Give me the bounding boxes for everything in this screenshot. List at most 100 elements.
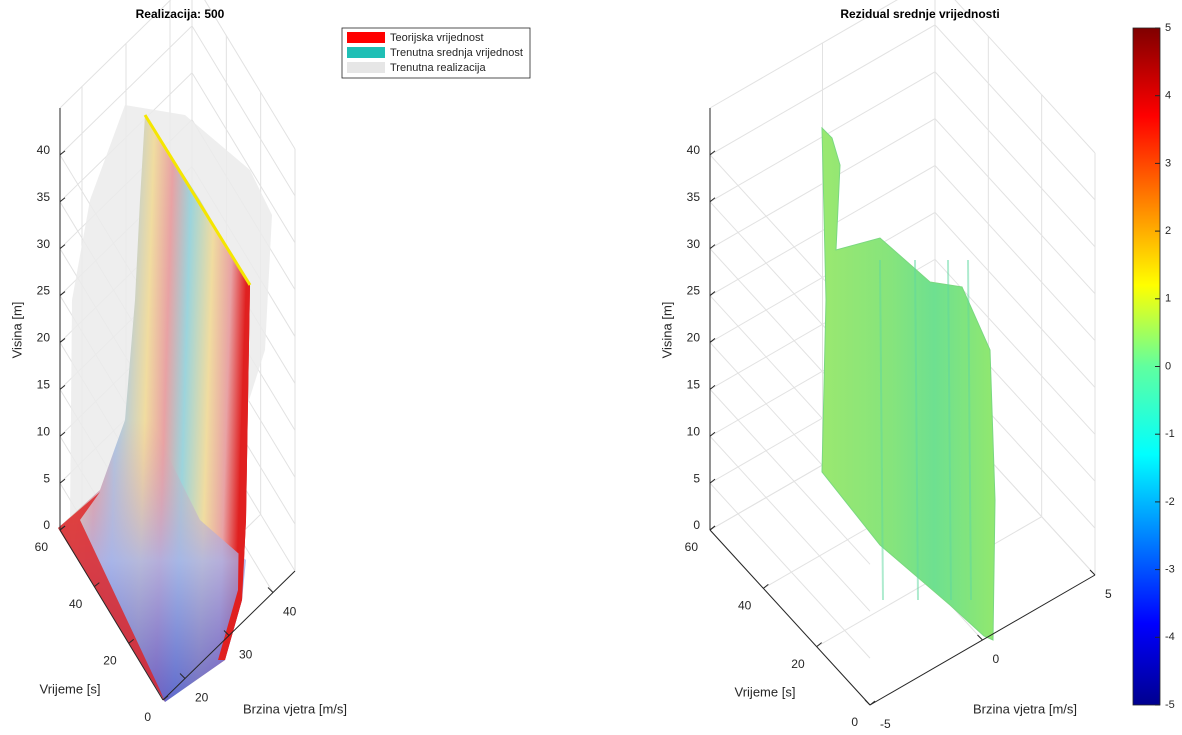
colorbar-tick-label: 4 bbox=[1165, 90, 1171, 102]
legend-swatch bbox=[347, 32, 385, 43]
x-tick bbox=[128, 638, 134, 644]
legend-label: Teorijska vrijednost bbox=[390, 32, 484, 44]
x-tick-label: 60 bbox=[685, 540, 699, 554]
z-tick-label: 5 bbox=[693, 471, 700, 485]
z-tick-label: 10 bbox=[37, 424, 51, 438]
z-tick bbox=[709, 478, 716, 484]
legend-swatch bbox=[347, 62, 385, 73]
z-tick-label: 25 bbox=[37, 284, 51, 298]
x-axis bbox=[709, 529, 871, 706]
z-tick bbox=[59, 197, 66, 203]
chart-title: Realizacija: 500 bbox=[136, 7, 225, 21]
y-tick-label: 5 bbox=[1105, 587, 1112, 601]
y-tick bbox=[864, 699, 871, 706]
colorbar-tick-label: 3 bbox=[1165, 157, 1171, 169]
colorbar-tick-label: -3 bbox=[1165, 564, 1175, 576]
y-tick-label: 0 bbox=[993, 652, 1000, 666]
colorbar-tick-label: -1 bbox=[1165, 428, 1175, 440]
x-tick-label: 60 bbox=[35, 540, 49, 554]
y-tick bbox=[1089, 569, 1096, 576]
z-tick bbox=[709, 291, 716, 296]
y-axis-label: Brzina vjetra [m/s] bbox=[243, 701, 347, 716]
z-tick-label: 20 bbox=[687, 331, 701, 345]
z-tick-label: 25 bbox=[687, 284, 701, 298]
left-plot: 0 5 10 15 20 25 30 35 40 0 20 40 60 20 30 40 Realizacija… bbox=[9, 0, 531, 724]
z-tick-label: 5 bbox=[43, 471, 50, 485]
surface-streak bbox=[947, 259, 952, 601]
x-axis-label: Vrijeme [s] bbox=[735, 684, 796, 699]
x-tick-label: 20 bbox=[791, 657, 805, 671]
x-tick-label: 0 bbox=[851, 715, 858, 729]
colorbar-tick-label: 2 bbox=[1165, 225, 1171, 237]
z-tick-label: 30 bbox=[37, 237, 51, 251]
colorbar-tick-label: -4 bbox=[1165, 631, 1175, 643]
z-tick bbox=[59, 150, 66, 156]
y-tick-label: -5 bbox=[880, 717, 891, 731]
z-tick-label: 10 bbox=[687, 424, 701, 438]
y-tick bbox=[267, 587, 274, 593]
z-tick-label: 0 bbox=[43, 518, 50, 532]
z-tick bbox=[59, 431, 66, 437]
colorbar-tick-label: 1 bbox=[1165, 293, 1171, 305]
z-tick-label: 40 bbox=[687, 143, 701, 157]
x-tick bbox=[763, 583, 769, 589]
z-tick bbox=[59, 291, 66, 296]
y-tick-label: 30 bbox=[239, 648, 253, 662]
x-tick-label: 0 bbox=[144, 710, 151, 724]
z-axis-label: Visina [m] bbox=[659, 302, 674, 359]
z-axis-label: Visina [m] bbox=[9, 302, 24, 359]
z-tick bbox=[59, 244, 66, 250]
chart-title: Rezidual srednje vrijednosti bbox=[840, 7, 999, 21]
colorbar-tick-label: -5 bbox=[1165, 699, 1175, 711]
z-tick-label: 15 bbox=[687, 378, 701, 392]
z-tick bbox=[709, 338, 716, 343]
legend-swatch bbox=[347, 47, 385, 58]
y-tick bbox=[179, 673, 186, 679]
z-tick-label: 40 bbox=[37, 143, 51, 157]
y-tick-label: 40 bbox=[283, 605, 297, 619]
mean-surface-low bbox=[58, 420, 246, 702]
x-axis bbox=[59, 529, 164, 701]
z-tick bbox=[709, 431, 716, 437]
x-tick bbox=[709, 525, 716, 531]
y-tick-label: 20 bbox=[195, 691, 209, 705]
x-tick bbox=[816, 642, 822, 648]
theory-edge bbox=[58, 492, 165, 702]
z-tick-label: 30 bbox=[687, 237, 701, 251]
z-tick bbox=[709, 197, 716, 203]
z-tick bbox=[59, 478, 66, 484]
top-edge bbox=[143, 114, 252, 286]
x-axis-label: Vrijeme [s] bbox=[40, 681, 101, 696]
x-tick-label: 40 bbox=[69, 597, 83, 611]
z-tick-label: 15 bbox=[37, 378, 51, 392]
x-tick bbox=[59, 525, 66, 531]
legend-label: Trenutna srednja vrijednost bbox=[390, 47, 523, 59]
surface-streak bbox=[879, 259, 884, 601]
y-axis-label: Brzina vjetra [m/s] bbox=[973, 701, 1077, 716]
z-tick bbox=[59, 338, 66, 343]
colorbar-tick-label: 0 bbox=[1165, 360, 1171, 372]
legend-label: Trenutna realizacija bbox=[390, 62, 486, 74]
z-tick-label: 0 bbox=[693, 518, 700, 532]
z-tick-label: 35 bbox=[37, 190, 51, 204]
colorbar-tick-label: -2 bbox=[1165, 496, 1175, 508]
x-tick bbox=[869, 700, 876, 706]
box-top bbox=[709, 0, 1096, 154]
x-tick-label: 20 bbox=[103, 654, 117, 668]
x-tick bbox=[94, 582, 100, 588]
z-tick bbox=[709, 384, 716, 390]
x-tick bbox=[162, 695, 169, 701]
x-tick-label: 40 bbox=[738, 599, 752, 613]
surface-streak bbox=[967, 259, 972, 601]
y-tick bbox=[223, 630, 230, 636]
surface-streak bbox=[914, 259, 919, 601]
colorbar-tick-label: 5 bbox=[1165, 22, 1171, 34]
z-tick bbox=[709, 244, 716, 250]
z-tick-label: 35 bbox=[687, 190, 701, 204]
z-tick bbox=[709, 150, 716, 156]
z-tick-label: 20 bbox=[37, 331, 51, 345]
z-tick bbox=[59, 384, 66, 390]
